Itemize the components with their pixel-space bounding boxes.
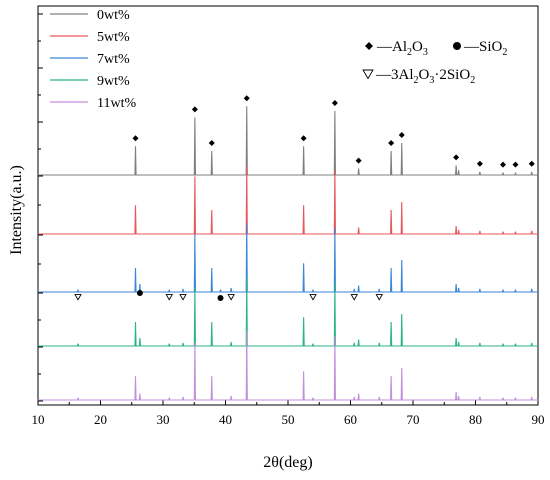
mullite-marker xyxy=(165,294,174,301)
legend-label: 0wt% xyxy=(97,8,130,23)
series-line-5wtpct xyxy=(38,165,538,235)
x-tick-label: 80 xyxy=(469,412,482,427)
al2o3-marker xyxy=(476,160,483,167)
al2o3-marker xyxy=(331,100,338,106)
phase-markers xyxy=(74,95,535,301)
mullite-marker xyxy=(74,294,82,301)
legend-label: 9wt% xyxy=(97,74,130,89)
al2o3-marker xyxy=(512,161,519,168)
series-line-0wtpct xyxy=(38,106,538,176)
legend-sio2-symbol xyxy=(453,42,461,50)
al2o3-marker xyxy=(388,140,395,146)
al2o3-marker xyxy=(208,140,215,146)
x-tick-label: 30 xyxy=(157,412,170,427)
phase-legend: —Al2O3 —SiO2 —3Al2O3·2SiO2 xyxy=(362,39,507,86)
al2o3-marker xyxy=(243,95,250,102)
x-tick-label: 70 xyxy=(407,412,420,427)
axes: 10 20 30 40 50 60 70 80 90 xyxy=(32,5,545,427)
mullite-marker xyxy=(179,294,187,301)
al2o3-marker xyxy=(355,157,362,164)
al2o3-marker xyxy=(191,106,198,113)
x-tick-label: 50 xyxy=(282,412,295,427)
al2o3-marker xyxy=(453,154,460,161)
legend-sio2-label: —SiO2 xyxy=(463,39,507,58)
legend: 0wt% 5wt% 7wt% 9wt% 11wt% xyxy=(50,8,136,111)
mullite-marker xyxy=(375,294,384,301)
legend-al2o3-label: —Al2O3 xyxy=(376,39,428,58)
al2o3-marker xyxy=(528,160,535,167)
mullite-marker xyxy=(309,294,317,301)
series-line-9wtpct xyxy=(38,277,538,347)
sio2-marker xyxy=(136,290,143,296)
legend-mullite-label: —3Al2O3·2SiO2 xyxy=(375,67,475,86)
legend-mullite-symbol xyxy=(362,69,374,80)
x-tick-label: 90 xyxy=(532,412,545,427)
x-tick-label: 40 xyxy=(219,412,232,427)
y-axis-title: Intensity(a.u.) xyxy=(8,165,25,255)
legend-label: 11wt% xyxy=(97,96,136,111)
al2o3-marker xyxy=(398,132,405,138)
al2o3-marker xyxy=(500,161,506,168)
legend-label: 5wt% xyxy=(97,30,130,45)
al2o3-marker xyxy=(300,135,307,142)
series-line-7wtpct xyxy=(38,223,538,293)
al2o3-marker xyxy=(132,135,139,142)
series-layer xyxy=(38,106,538,401)
x-axis-title: 2θ(deg) xyxy=(263,454,312,471)
x-tick-label: 20 xyxy=(94,412,107,427)
series-line-11wtpct xyxy=(38,331,538,401)
legend-label: 7wt% xyxy=(97,52,130,67)
legend-al2o3-symbol xyxy=(365,42,373,50)
x-tick-label: 10 xyxy=(32,412,45,427)
mullite-marker xyxy=(227,294,235,301)
x-tick-label: 60 xyxy=(344,412,357,427)
mullite-marker xyxy=(350,294,359,301)
sio2-marker xyxy=(217,295,224,301)
